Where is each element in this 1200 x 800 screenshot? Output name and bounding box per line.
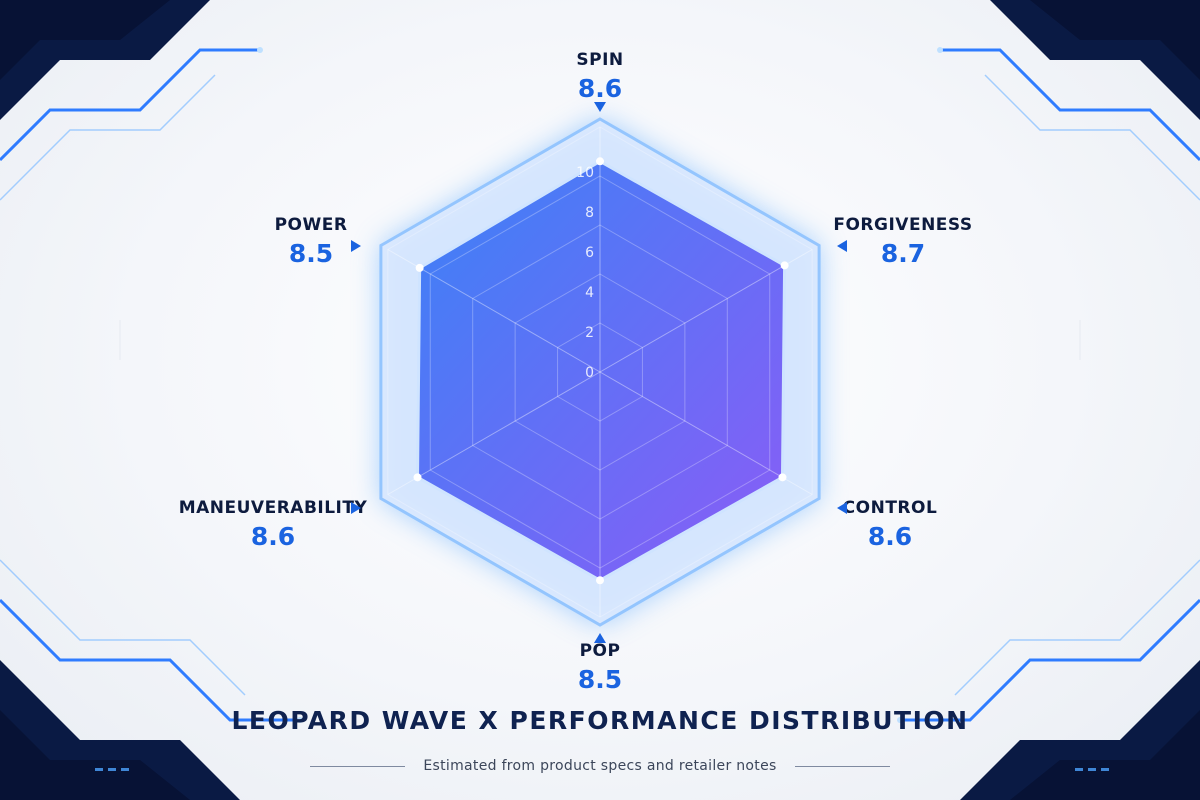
radar-tick-label: 0: [585, 365, 594, 381]
radar-tick-label: 10: [576, 165, 594, 181]
radar-point: [413, 473, 422, 482]
axis-value-power: 8.5: [289, 239, 333, 268]
pointer-icon: [351, 240, 361, 252]
radar-grid-ring: [514, 273, 686, 471]
pointer-icon: [351, 502, 361, 514]
axis-label-maneuverability: MANEUVERABILITY: [179, 498, 368, 518]
subtitle-rule-left: [310, 765, 406, 767]
chart-title: LEOPARD WAVE X PERFORMANCE DISTRIBUTION: [231, 706, 969, 735]
axis-value-spin: 8.6: [578, 74, 622, 103]
chart-subtitle: Estimated from product specs and retaile…: [423, 758, 777, 774]
radar-point: [596, 157, 604, 166]
radar-grid-ring: [429, 175, 771, 569]
pointer-icon: [594, 102, 606, 112]
radar-spoke: [599, 249, 813, 373]
subtitle-rule-right: [794, 765, 890, 767]
corner-bottom-left: [0, 559, 303, 800]
radar-tick-label: 2: [585, 325, 594, 341]
radar-spokes: [387, 126, 813, 618]
radar-tick-label: 6: [585, 245, 594, 261]
radar-spoke: [387, 371, 601, 495]
corner-top-left: [0, 0, 263, 201]
radar-point: [778, 473, 787, 482]
axis-label-spin: SPIN: [576, 50, 623, 70]
radar-grid-ring: [387, 126, 813, 618]
corner-bottom-right: [897, 559, 1200, 800]
radar-point: [596, 576, 604, 585]
radar-tick-label: 4: [585, 285, 594, 301]
radar-ticks: 0 2 4 6 8 10: [576, 165, 594, 381]
radar-tick-label: 8: [585, 205, 594, 221]
axis-label-control: CONTROL: [843, 498, 938, 518]
axis-value-pop: 8.5: [578, 665, 622, 694]
radar-spoke: [599, 371, 813, 495]
radar-spoke: [387, 249, 601, 373]
axis-value-control: 8.6: [868, 522, 912, 551]
axis-label-forgiveness: FORGIVENESS: [833, 215, 972, 235]
radar-point: [415, 263, 424, 272]
axis-value-forgiveness: 8.7: [881, 239, 925, 268]
subtitle-row: Estimated from product specs and retaile…: [0, 758, 1200, 774]
axis-label-power: POWER: [275, 215, 348, 235]
pointer-icon: [837, 502, 847, 514]
radar-grid-ring: [557, 322, 643, 422]
axis-value-maneuverability: 8.6: [251, 522, 295, 551]
radar-axis-labels: SPIN 8.6 FORGIVENESS 8.7 CONTROL 8.6 POP 8.5 MAN…: [179, 50, 972, 694]
radar-point: [780, 261, 789, 270]
corner-top-right: [937, 0, 1200, 201]
radar-grid-ring: [472, 224, 728, 520]
pointer-icon: [837, 240, 847, 252]
axis-label-pop: POP: [580, 641, 621, 661]
pointer-icon: [594, 633, 606, 643]
